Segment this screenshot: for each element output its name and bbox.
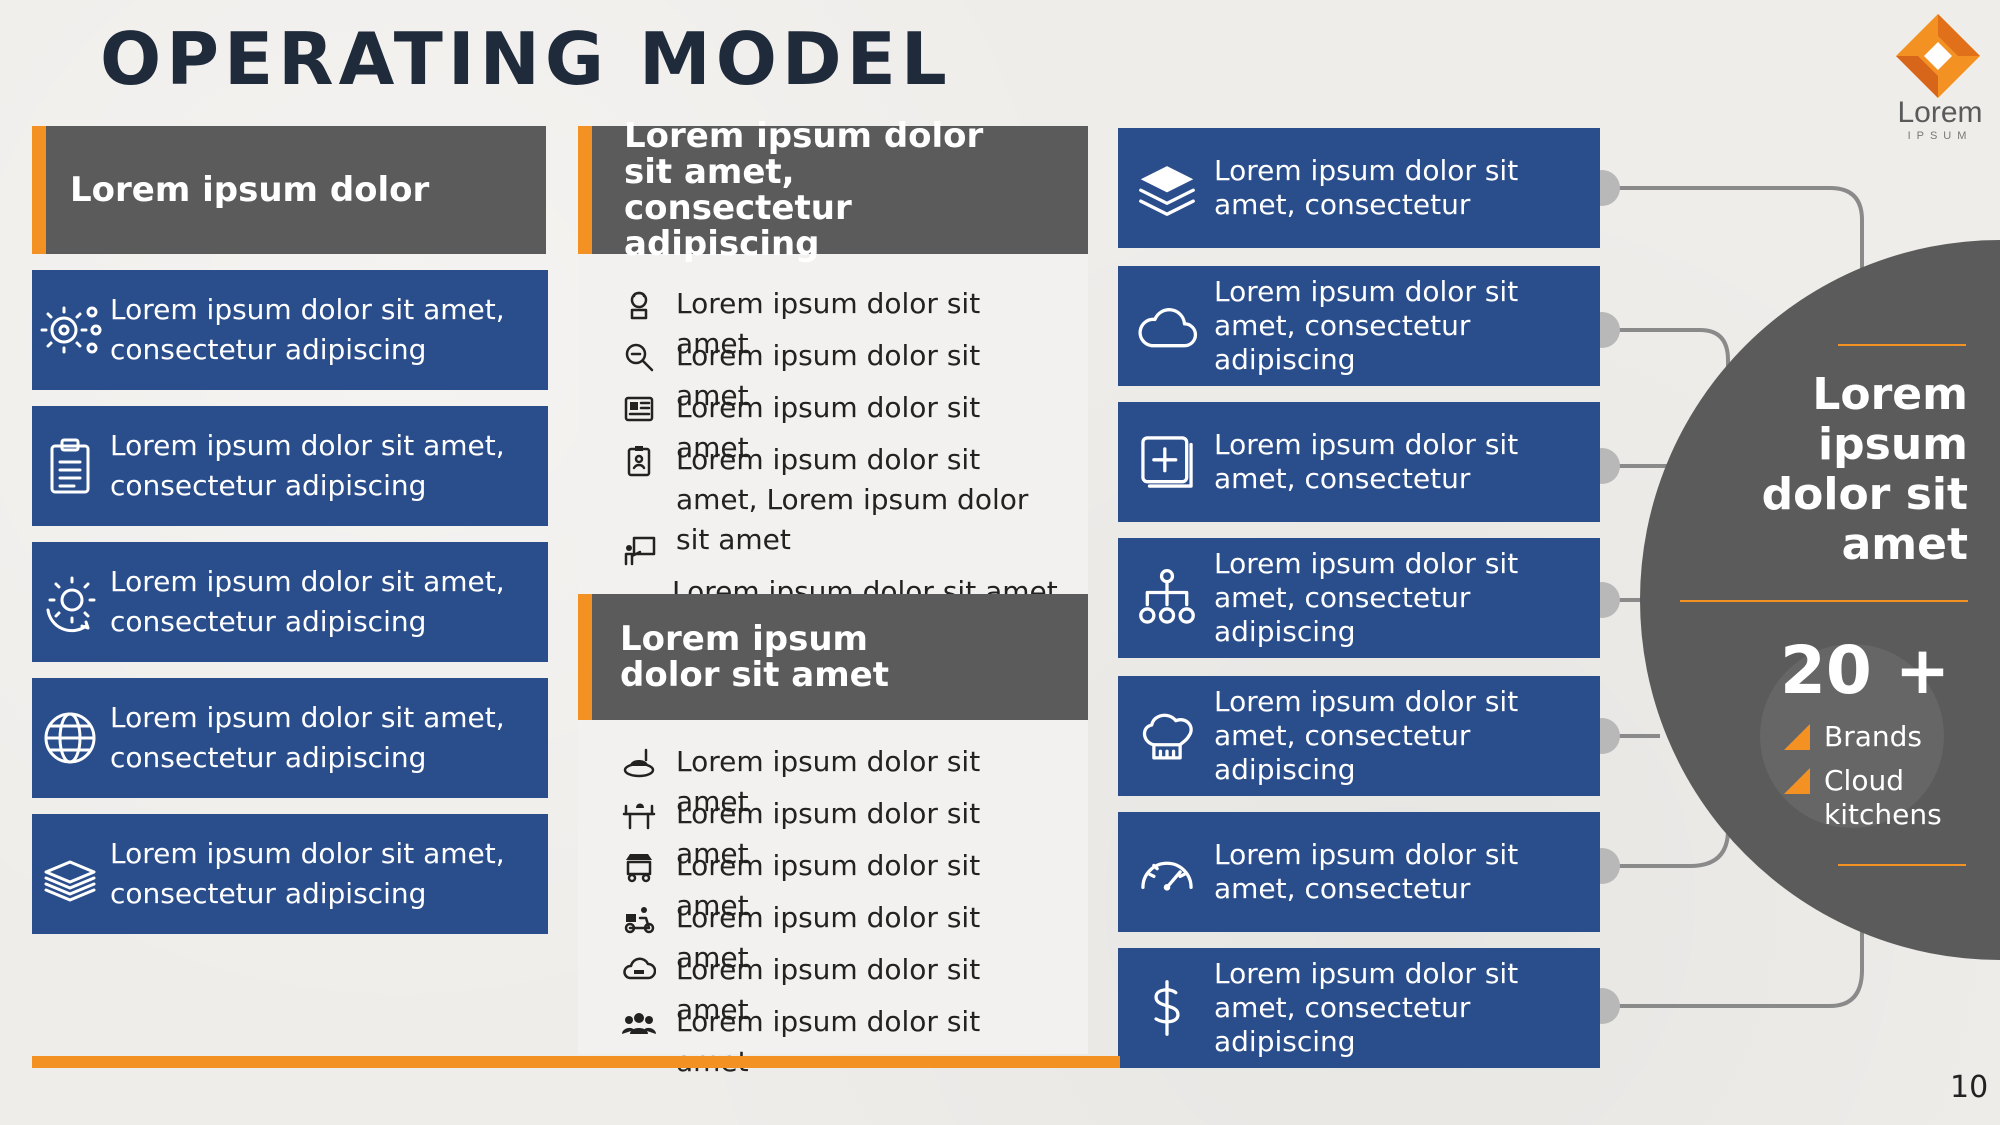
logo-icon — [1896, 14, 1980, 98]
middle-list-text: Lorem ipsum dolor sit amet — [676, 901, 981, 974]
right-item: Lorem ipsum dolor sit amet, consectetur — [1118, 812, 1600, 932]
layers-icon — [1139, 166, 1195, 216]
middle-list-item: Lorem ipsum dolor sit amet, Lorem ipsum … — [622, 440, 1056, 560]
left-item-text: Lorem ipsum dolor sit amet, consectetur … — [110, 429, 505, 502]
chef-hat-icon — [1142, 713, 1193, 760]
clipboard-icon — [50, 438, 90, 494]
middle-list-item: Lorem ipsum dolor sit amet — [622, 336, 1056, 416]
middle-header-2: Lorem ipsum dolor sit amet — [578, 594, 1088, 720]
right-item-text: Lorem ipsum dolor sit amet, consectetur — [1214, 838, 1519, 905]
left-header: Lorem ipsum dolor — [32, 126, 546, 254]
page-title: OPERATING MODEL — [100, 17, 952, 101]
middle-list-item: Lorem ipsum dolor sit amet — [622, 742, 1056, 822]
middle-list-text: Lorem ipsum dolor sit amet — [676, 745, 981, 818]
right-item: Lorem ipsum dolor sit amet, consectetur a… — [1118, 676, 1600, 796]
triangle-bullet-icon — [1784, 768, 1810, 794]
left-item-text: Lorem ipsum dolor sit amet, consectetur … — [110, 293, 505, 366]
newspaper-icon — [624, 396, 654, 422]
middle-list-item: Lorem ipsum dolor sit amet — [622, 1002, 1056, 1082]
middle-list-item: Lorem ipsum dolor sit amet — [622, 388, 1056, 468]
divider — [1680, 600, 1968, 602]
chef-icon — [630, 291, 648, 320]
left-item: Lorem ipsum dolor sit amet, consectetur … — [32, 542, 548, 662]
magnifier-icon — [625, 343, 654, 372]
logo-text: Lorem — [1897, 96, 1983, 129]
cloud-icon — [1138, 308, 1197, 348]
left-item: Lorem ipsum dolor sit amet, consectetur … — [32, 270, 548, 390]
right-item-text: Lorem ipsum dolor sit amet, consectetur — [1214, 428, 1519, 495]
middle-list-text: Lorem ipsum dolor sit amet — [676, 953, 981, 1026]
clipboard-user-icon — [627, 446, 651, 477]
middle-header-2-text: Lorem ipsum dolor sit amet — [620, 619, 889, 695]
logo-subtext: IPSUM — [1907, 130, 1973, 142]
shop-delivery-icon — [626, 854, 652, 883]
middle-list-item: Lorem ipsum dolor sit amet — [622, 950, 1056, 1030]
middle-list-text: Lorem ipsum dolor sit amet — [676, 797, 981, 870]
bullet-text: Cloud kitchens — [1824, 764, 1942, 831]
middle-list-text: Lorem ipsum dolor sit amet — [676, 339, 981, 412]
presenter-icon — [624, 536, 656, 566]
left-item-text: Lorem ipsum dolor sit amet, consectetur … — [110, 701, 505, 774]
left-header-text: Lorem ipsum dolor — [70, 170, 430, 210]
hierarchy-icon — [1139, 569, 1195, 624]
right-item-text: Lorem ipsum dolor sit amet, consectetur — [1214, 154, 1519, 221]
middle-list-text: Lorem ipsum dolor sit amet — [676, 1005, 981, 1078]
middle-list-item: Lorem ipsum dolor sit amet — [622, 284, 1056, 364]
right-item: Lorem ipsum dolor sit amet, consectetur — [1118, 128, 1600, 248]
globe-icon — [44, 712, 96, 764]
left-item-text: Lorem ipsum dolor sit amet, consectetur … — [110, 565, 505, 638]
delivery-scooter-icon — [624, 907, 655, 934]
gauge-icon — [1141, 861, 1193, 891]
stat-value: 20 + — [1780, 632, 1951, 709]
middle-list-text: Lorem ipsum dolor sit amet, Lorem ipsum … — [676, 443, 1029, 556]
group-icon — [622, 1013, 656, 1034]
stat-bullet-kitchens: Cloud kitchens — [1784, 764, 1944, 832]
triangle-bullet-icon — [1784, 724, 1810, 750]
right-item-text: Lorem ipsum dolor sit amet, consectetur a… — [1214, 275, 1519, 376]
divider — [1838, 864, 1966, 866]
stack-icon — [44, 860, 96, 902]
divider — [1838, 344, 1966, 346]
plus-box-icon — [1141, 436, 1193, 488]
left-item: Lorem ipsum dolor sit amet, consectetur … — [32, 406, 548, 526]
right-item: Lorem ipsum dolor sit amet, consectetur a… — [1118, 266, 1600, 386]
middle-list-text: Lorem ipsum dolor sit amet — [676, 287, 981, 360]
left-item: Lorem ipsum dolor sit amet, consectetur … — [32, 678, 548, 798]
gear-refresh-icon — [46, 576, 96, 633]
middle-list-item: Lorem ipsum dolor sit amet — [622, 846, 1056, 926]
dollar-icon — [1154, 980, 1180, 1036]
right-item: Lorem ipsum dolor sit amet, consectetur a… — [1118, 948, 1600, 1068]
right-item-text: Lorem ipsum dolor sit amet, consectetur a… — [1214, 547, 1519, 648]
middle-list-item: Lorem ipsum dolor sit amet — [622, 898, 1056, 978]
right-item: Lorem ipsum dolor sit amet, consectetur a… — [1118, 538, 1600, 658]
middle-list-text: Lorem ipsum dolor sit amet — [676, 391, 981, 464]
middle-list-text: Lorem ipsum dolor sit amet — [676, 849, 981, 922]
dish-icon — [623, 748, 655, 778]
circle-heading: Lorem ipsum dolor sit amet — [1761, 369, 1968, 570]
stat-bullet-brands: Brands — [1784, 720, 1922, 754]
bottom-accent-bar — [32, 1056, 1120, 1068]
middle-header-1: Lorem ipsum dolor sit amet, consectetur … — [578, 118, 1088, 262]
left-item: Lorem ipsum dolor sit amet, consectetur … — [32, 814, 548, 934]
left-item-text: Lorem ipsum dolor sit amet, consectetur … — [110, 837, 505, 910]
bullet-text: Brands — [1824, 720, 1922, 753]
middle-list-item: Lorem ipsum dolor sit amet — [622, 794, 1056, 874]
gears-network-icon — [40, 306, 102, 354]
restaurant-table-icon — [622, 803, 656, 830]
right-item-text: Lorem ipsum dolor sit amet, consectetur a… — [1214, 685, 1519, 786]
right-item: Lorem ipsum dolor sit amet, consectetur — [1118, 402, 1600, 522]
right-item-text: Lorem ipsum dolor sit amet, consectetur a… — [1214, 957, 1519, 1058]
middle-header-1-text: Lorem ipsum dolor sit amet, consectetur … — [624, 116, 984, 264]
cloud-kitchen-icon — [623, 957, 656, 980]
page-number: 10 — [1950, 1070, 1989, 1105]
middle-list-item — [622, 530, 1056, 568]
